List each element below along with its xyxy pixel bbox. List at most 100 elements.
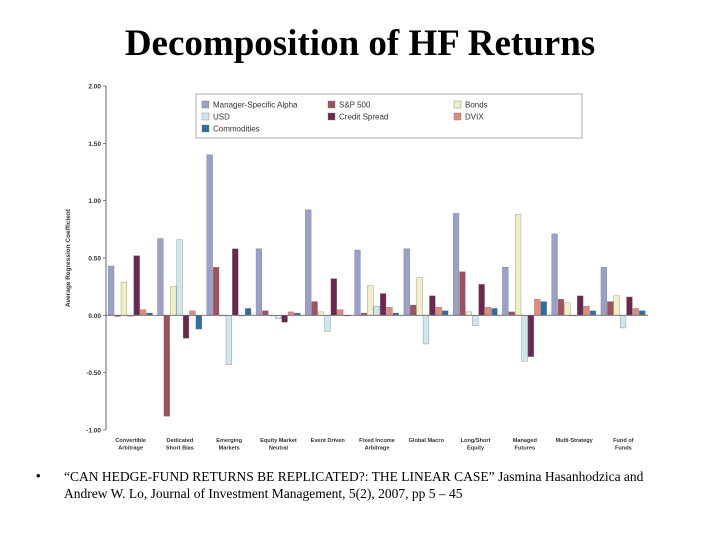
- bar-s-p-500: [213, 266, 220, 316]
- bar-manager-specific-alpha: [551, 233, 558, 316]
- bar-dvix: [435, 307, 442, 316]
- bar-commodities: [491, 308, 498, 316]
- bar-usd: [373, 305, 380, 316]
- bars: [108, 154, 646, 417]
- x-tick-label: Funds: [615, 446, 632, 452]
- x-tick-label: Fund of: [613, 438, 634, 444]
- bar-credit-spread: [380, 293, 387, 316]
- x-tick-label: Multi-Strategy: [555, 438, 593, 444]
- bar-usd: [275, 315, 282, 319]
- slide-title: Decomposition of HF Returns: [124, 23, 596, 64]
- legend-label: DVIX: [465, 112, 484, 121]
- bar-dvix: [583, 305, 590, 316]
- legend-label: Bonds: [465, 100, 488, 109]
- bar-dvix: [632, 308, 639, 316]
- y-tick-label: 1.50: [88, 141, 101, 148]
- x-tick-label: Global Macro: [409, 438, 445, 444]
- bar-credit-spread: [182, 315, 190, 339]
- legend-swatch: [453, 112, 462, 121]
- bar-bonds: [120, 281, 128, 316]
- x-tick-label: Convertible: [115, 438, 146, 444]
- bar-credit-spread: [478, 284, 485, 316]
- x-tick-label: Arbitrage: [118, 446, 143, 452]
- bar-bonds: [367, 285, 374, 316]
- bar-bonds: [613, 295, 620, 316]
- y-axis-label: Average Regression Coefficient: [65, 208, 72, 307]
- bar-commodities: [639, 310, 646, 316]
- bar-commodities: [540, 301, 547, 316]
- bar-manager-specific-alpha: [206, 154, 213, 316]
- bar-credit-spread: [133, 255, 140, 316]
- bar-commodities: [589, 310, 597, 316]
- bar-dvix: [386, 307, 393, 316]
- axes: [105, 86, 648, 430]
- legend-label: Credit Spread: [339, 112, 388, 121]
- bar-usd: [619, 315, 627, 329]
- legend-swatch: [453, 100, 462, 109]
- bar-s-p-500: [163, 315, 170, 417]
- bar-chart: Average Regression Coefficient 2.00 1.50 1…: [65, 84, 648, 452]
- x-tick-label: Long/Short: [461, 438, 491, 444]
- bar-manager-specific-alpha: [255, 248, 263, 316]
- bar-s-p-500: [557, 299, 565, 316]
- x-tick-label: Arbitrage: [365, 446, 390, 452]
- legend-swatch: [327, 100, 336, 109]
- bar-manager-specific-alpha: [502, 266, 509, 316]
- x-tick-label: Event Driven: [311, 438, 346, 444]
- bar-dvix: [140, 309, 147, 316]
- bar-manager-specific-alpha: [600, 266, 607, 316]
- bar-dvix: [534, 299, 541, 316]
- x-tick-label: Managed: [513, 438, 538, 444]
- bar-bonds: [465, 311, 472, 316]
- bar-manager-specific-alpha: [305, 209, 312, 316]
- bar-s-p-500: [262, 310, 269, 316]
- bar-dvix: [287, 311, 295, 316]
- x-tick-label: Short Bias: [166, 446, 194, 452]
- bar-s-p-500: [459, 271, 466, 316]
- bar-bonds: [515, 214, 522, 316]
- bar-credit-spread: [330, 278, 337, 316]
- x-tick-label: Fixed Income: [359, 438, 395, 444]
- legend-label: USD: [213, 112, 230, 121]
- legend-label: Manager-Specific Alpha: [213, 100, 298, 109]
- bar-credit-spread: [429, 295, 436, 316]
- bar-s-p-500: [410, 304, 417, 316]
- bar-credit-spread: [527, 315, 534, 357]
- bar-manager-specific-alpha: [108, 265, 115, 316]
- bar-usd: [176, 239, 183, 316]
- bar-manager-specific-alpha: [403, 248, 410, 316]
- x-tick-labels: Convertible Arbitrage Dedicated Short Bias E…: [115, 438, 633, 452]
- bar-dvix: [337, 309, 344, 316]
- y-ticks: 2.00 1.50 1.00 0.50 0.00 -0.50 -1.00: [86, 84, 106, 435]
- bar-commodities: [442, 310, 449, 316]
- x-tick-label: Neutral: [269, 446, 289, 452]
- legend-label: S&P 500: [339, 100, 371, 109]
- bar-s-p-500: [311, 301, 318, 316]
- x-tick-label: Equity: [467, 446, 485, 452]
- y-tick-label: 0.00: [88, 313, 101, 320]
- bar-usd: [324, 315, 331, 332]
- legend-label: Commodities: [213, 124, 260, 133]
- y-tick-label: -1.00: [86, 428, 101, 435]
- bar-bonds: [416, 277, 423, 316]
- y-tick-label: 2.00: [88, 84, 101, 91]
- bar-commodities: [195, 315, 202, 330]
- bar-credit-spread: [626, 296, 633, 316]
- x-tick-label: Futures: [515, 446, 536, 452]
- bar-usd: [422, 315, 430, 345]
- legend-swatch: [327, 112, 336, 121]
- x-tick-label: Equity Market: [260, 438, 297, 444]
- legend-swatch: [201, 124, 210, 133]
- bar-bonds: [564, 302, 571, 316]
- bar-usd: [521, 315, 528, 362]
- y-tick-label: 0.50: [88, 256, 101, 263]
- y-axis-label-group: Average Regression Coefficient: [65, 208, 72, 307]
- legend-swatch: [201, 112, 210, 121]
- bullet-marker: •: [36, 468, 41, 483]
- bar-usd: [225, 315, 232, 365]
- legend: Manager-Specific Alpha S&P 500 Bonds USD Cre…: [195, 93, 583, 139]
- x-tick-label: Dedicated: [167, 438, 194, 444]
- bar-bonds: [170, 286, 177, 316]
- citation-text: “CAN HEDGE-FUND RETURNS BE REPLICATED?: …: [64, 469, 644, 501]
- bar-s-p-500: [508, 311, 515, 316]
